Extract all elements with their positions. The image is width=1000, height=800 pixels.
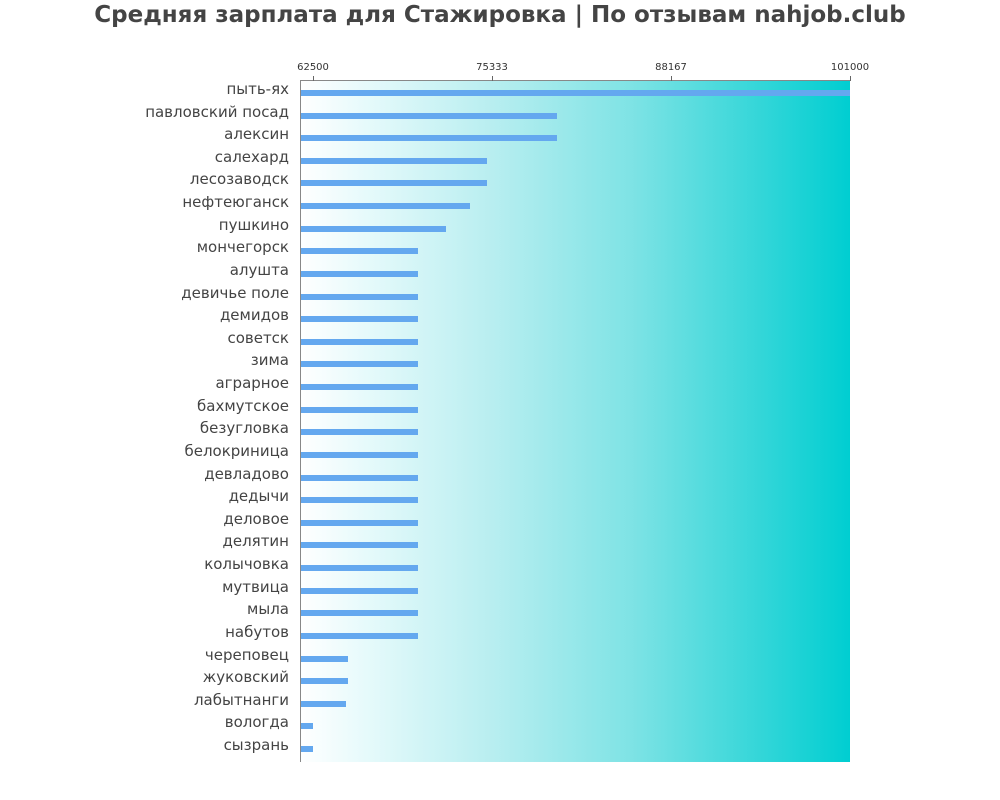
category-label: демидов: [219, 306, 289, 324]
category-label: пушкино: [218, 216, 289, 234]
bar: [301, 723, 313, 729]
category-label: жуковский: [202, 668, 289, 686]
bar: [301, 678, 348, 684]
category-label: мончегорск: [196, 238, 289, 256]
category-label: вологда: [224, 713, 289, 731]
x-tick-label: 101000: [830, 62, 870, 73]
category-label: советск: [227, 329, 289, 347]
category-label: сызрань: [223, 736, 289, 754]
category-label: пыть-ях: [226, 80, 289, 98]
bar: [301, 339, 418, 345]
y-axis-line: [300, 80, 301, 762]
bar: [301, 135, 557, 141]
x-tick: [671, 76, 672, 81]
category-label: делятин: [222, 532, 289, 550]
category-label: мутвица: [222, 578, 289, 596]
category-label: белокриница: [184, 442, 289, 460]
bar: [301, 452, 418, 458]
bar: [301, 565, 418, 571]
category-label: череповец: [204, 646, 289, 664]
bar: [301, 407, 418, 413]
category-label: набутов: [225, 623, 289, 641]
bar: [301, 248, 418, 254]
category-label: алексин: [224, 125, 289, 143]
bar: [301, 633, 418, 639]
category-label: девладово: [204, 465, 289, 483]
category-label: колычовка: [204, 555, 289, 573]
bar: [301, 113, 557, 119]
category-label: алушта: [229, 261, 289, 279]
category-label: лабытнанги: [193, 691, 289, 709]
bar: [301, 656, 348, 662]
x-tick-label: 75333: [476, 62, 508, 73]
plot-area: [300, 80, 850, 762]
bar: [301, 475, 418, 481]
bar: [301, 203, 470, 209]
category-label: бахмутское: [197, 397, 289, 415]
chart-title: Средняя зарплата для Стажировка | По отз…: [94, 2, 906, 28]
category-label: нефтеюганск: [182, 193, 289, 211]
x-tick-label: 62500: [297, 62, 329, 73]
category-label: безугловка: [199, 419, 289, 437]
category-label: мыла: [247, 600, 289, 618]
bar: [301, 384, 418, 390]
bar: [301, 180, 487, 186]
x-tick-label: 88167: [655, 62, 687, 73]
x-tick: [850, 76, 851, 81]
x-tick: [492, 76, 493, 81]
bar: [301, 497, 418, 503]
bar: [301, 520, 418, 526]
bar: [301, 226, 446, 232]
bar: [301, 316, 418, 322]
category-label: аграрное: [215, 374, 289, 392]
x-axis-line: [300, 80, 850, 81]
bar: [301, 542, 418, 548]
category-label: салехард: [214, 148, 289, 166]
bar: [301, 746, 313, 752]
category-label: девичье поле: [181, 284, 289, 302]
bar: [301, 361, 418, 367]
category-label: деловое: [223, 510, 289, 528]
bar: [301, 429, 418, 435]
bar: [301, 610, 418, 616]
category-label: зима: [250, 351, 289, 369]
category-label: лесозаводск: [189, 170, 289, 188]
bar: [301, 158, 487, 164]
bar: [301, 90, 850, 96]
bar: [301, 588, 418, 594]
category-label: дедычи: [228, 487, 289, 505]
x-tick: [313, 76, 314, 81]
bar: [301, 271, 418, 277]
bar: [301, 701, 346, 707]
category-label: павловский посад: [145, 103, 289, 121]
bar: [301, 294, 418, 300]
